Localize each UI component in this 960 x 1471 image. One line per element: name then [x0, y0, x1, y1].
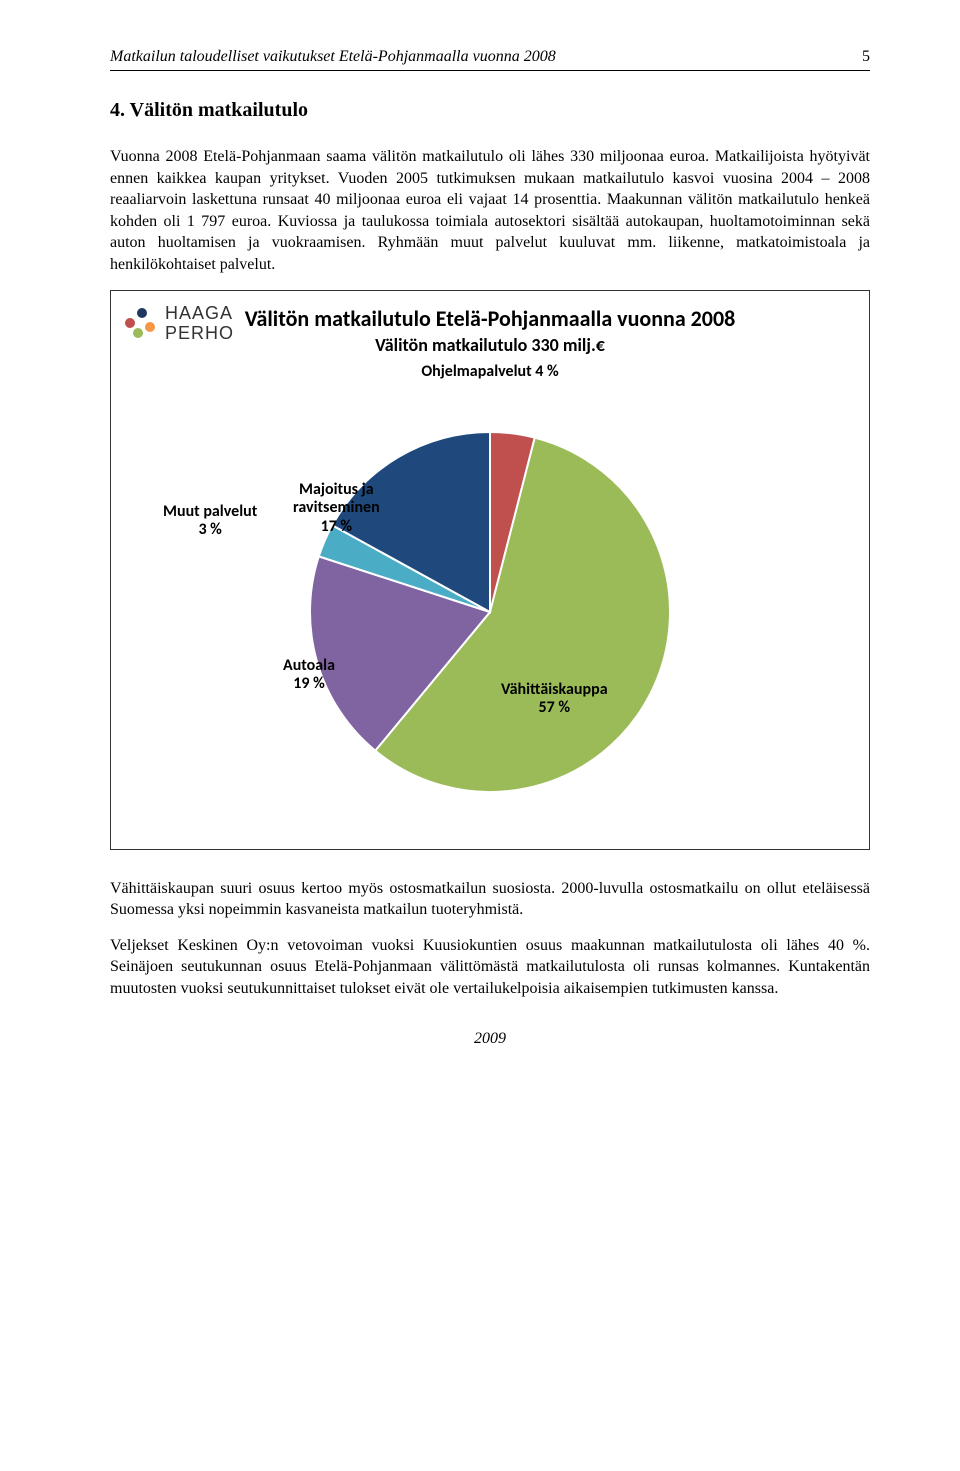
- running-title: Matkailun taloudelliset vaikutukset Etel…: [110, 48, 556, 66]
- page-number: 5: [862, 48, 870, 66]
- page: Matkailun taloudelliset vaikutukset Etel…: [0, 0, 960, 1088]
- footer-year: 2009: [110, 1030, 870, 1048]
- pie-slice-label: Autoala 19 %: [283, 657, 335, 694]
- chart-card: HAAGAPERHO Välitön matkailutulo Etelä-Po…: [110, 290, 870, 850]
- header-rule: [110, 70, 870, 71]
- logo-text: HAAGAPERHO: [165, 303, 234, 343]
- running-head: Matkailun taloudelliset vaikutukset Etel…: [110, 48, 870, 66]
- pie-slice-label: Vähittäiskauppa 57 %: [501, 681, 608, 718]
- chart-top-slice-label: Ohjelmapalvelut 4 %: [123, 362, 857, 381]
- section-heading: 4. Välitön matkailutulo: [110, 99, 870, 122]
- pie-slice-label: Majoitus ja ravitseminen 17 %: [293, 481, 380, 536]
- logo-dots-icon: [125, 306, 159, 340]
- body-paragraph: Vähittäiskaupan suuri osuus kertoo myös …: [110, 878, 870, 921]
- pie-wrap: Vähittäiskauppa 57 % Autoala 19 % Muut pal…: [123, 381, 857, 811]
- pie-slice-label: Muut palvelut 3 %: [163, 503, 257, 540]
- body-paragraph: Vuonna 2008 Etelä-Pohjanmaan saama välit…: [110, 146, 870, 276]
- logo: HAAGAPERHO: [125, 303, 234, 343]
- pie-chart: [290, 412, 690, 812]
- body-paragraph: Veljekset Keskinen Oy:n vetovoiman vuoks…: [110, 935, 870, 1000]
